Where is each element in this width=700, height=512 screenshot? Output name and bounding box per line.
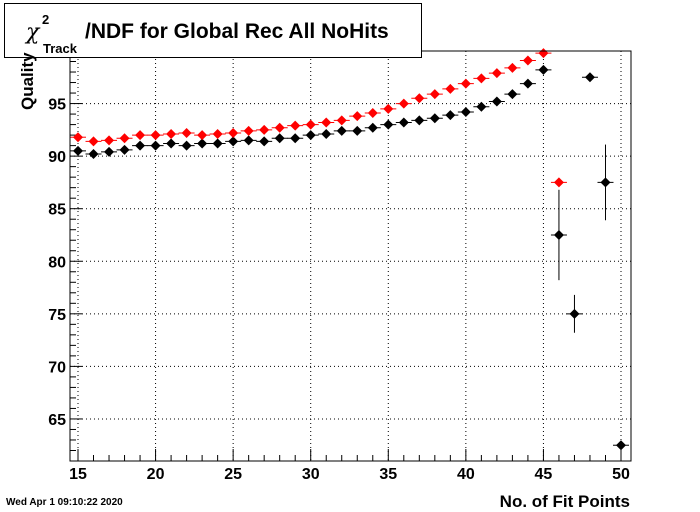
- data-point-black: [414, 115, 425, 126]
- title-text: /NDF for Global Rec All NoHits: [85, 20, 389, 43]
- data-point-black: [616, 440, 626, 451]
- tick-labels: 15 20 25 30 35 40 45 50 65 70 75 80 85 90 95: [48, 97, 630, 483]
- data-point-black: [228, 136, 239, 147]
- y-tick-label: 75: [48, 307, 66, 324]
- data-point-black: [181, 140, 192, 151]
- data-point-black: [569, 308, 580, 319]
- y-tick-label: 95: [48, 97, 66, 114]
- x-tick-label: 50: [612, 466, 630, 483]
- data-point-red: [476, 73, 487, 84]
- data-point-black: [73, 145, 83, 156]
- timestamp: Wed Apr 1 09:10:22 2020: [6, 497, 123, 508]
- data-point-black: [259, 136, 270, 147]
- x-tick-label: 35: [379, 466, 397, 483]
- data-point-red: [429, 89, 440, 100]
- data-point-red: [181, 128, 192, 138]
- data-point-black: [135, 140, 146, 151]
- data-point-black: [212, 138, 223, 149]
- data-point-red: [290, 120, 301, 131]
- data-point-red: [336, 115, 347, 126]
- data-point-black: [305, 130, 316, 141]
- data-point-red: [491, 68, 502, 79]
- y-tick-label: 65: [48, 412, 66, 429]
- data-point-black: [336, 125, 347, 136]
- data-point-black: [104, 146, 115, 157]
- data-point-black: [88, 149, 99, 160]
- data-point-red: [135, 130, 146, 141]
- data-point-black: [600, 177, 611, 188]
- x-axis-label: No. of Fit Points: [499, 492, 630, 511]
- axis-ticks: [70, 61, 622, 462]
- data-point-black: [476, 101, 487, 112]
- data-point-red: [522, 55, 533, 66]
- data-point-red: [553, 177, 564, 188]
- y-tick-label: 85: [48, 202, 66, 219]
- data-point-black: [150, 140, 161, 151]
- data-point-black: [491, 96, 502, 107]
- data-point-red: [166, 129, 177, 140]
- data-point-black: [119, 144, 130, 155]
- title-superscript: 2: [42, 12, 50, 27]
- data-point-red: [119, 133, 130, 144]
- data-point-black: [584, 72, 595, 83]
- x-tick-label: 25: [224, 466, 242, 483]
- data-point-red: [352, 111, 363, 122]
- data-point-black: [367, 122, 378, 133]
- data-point-red: [212, 129, 223, 140]
- data-point-black: [460, 106, 471, 117]
- data-point-red: [104, 135, 115, 146]
- x-tick-label: 30: [302, 466, 320, 483]
- data-point-black: [445, 110, 456, 121]
- data-point-black: [522, 78, 533, 89]
- x-tick-label: 20: [147, 466, 165, 483]
- data-point-red: [398, 98, 409, 109]
- chart-title: χ 2 Track /NDF for Global Rec All NoHits: [4, 3, 422, 58]
- data-point-black: [166, 138, 177, 149]
- data-point-red: [197, 130, 208, 141]
- y-tick-label: 90: [48, 149, 66, 166]
- data-point-black: [197, 138, 208, 149]
- data-point-red: [367, 108, 378, 119]
- data-point-black: [538, 64, 549, 75]
- x-tick-label: 45: [535, 466, 553, 483]
- data-point-red: [73, 132, 83, 143]
- data-point-red: [274, 122, 285, 133]
- data-point-red: [259, 124, 270, 135]
- data-point-red: [305, 119, 316, 130]
- data-point-black: [429, 113, 440, 124]
- data-point-red: [243, 125, 254, 136]
- data-point-black: [243, 135, 254, 146]
- data-point-black: [321, 129, 332, 140]
- plot-area: [70, 51, 631, 461]
- x-tick-label: 15: [69, 466, 87, 483]
- data-point-red: [150, 130, 161, 141]
- data-point-black: [274, 133, 285, 144]
- data-point-red: [414, 93, 425, 104]
- data-point-red: [88, 136, 99, 147]
- data-point-red: [383, 103, 394, 114]
- x-tick-label: 40: [457, 466, 475, 483]
- data-point-red: [228, 128, 239, 138]
- data-point-black: [398, 117, 409, 128]
- data-points: [70, 48, 629, 451]
- data-point-red: [445, 83, 456, 94]
- y-tick-label: 80: [48, 254, 66, 271]
- data-point-red: [460, 78, 471, 89]
- grid: [70, 51, 631, 461]
- title-subscript: Track: [43, 41, 77, 56]
- y-axis-label: Quality: [18, 52, 37, 110]
- data-point-red: [507, 62, 518, 73]
- data-point-black: [383, 119, 394, 130]
- data-point-black: [507, 89, 518, 100]
- data-point-red: [321, 117, 332, 128]
- y-tick-label: 70: [48, 359, 66, 376]
- data-point-black: [290, 133, 301, 144]
- data-point-black: [553, 229, 564, 240]
- title-symbol: χ: [26, 20, 40, 45]
- data-point-black: [352, 125, 363, 136]
